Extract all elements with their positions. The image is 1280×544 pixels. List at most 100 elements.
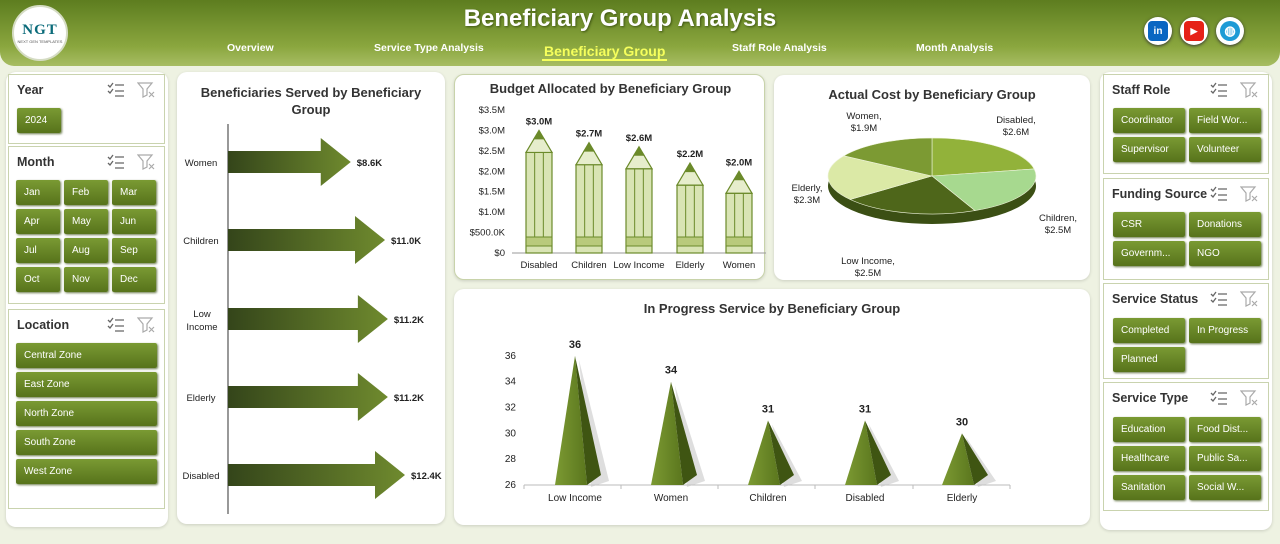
- year-slicer: Year 2024: [8, 74, 165, 144]
- pencil-bar-disabled: [524, 129, 554, 254]
- website-button[interactable]: ◍: [1216, 17, 1244, 45]
- clear-filter-icon[interactable]: [1240, 291, 1258, 307]
- month-item-sep[interactable]: Sep: [112, 238, 156, 263]
- multi-select-icon[interactable]: [1210, 82, 1228, 98]
- multi-select-icon[interactable]: [1210, 390, 1228, 406]
- location-item-west-zone[interactable]: West Zone: [16, 459, 157, 484]
- pencil-bar-women: [724, 170, 754, 254]
- month-item-nov[interactable]: Nov: [64, 267, 108, 292]
- category-label: Low: [193, 309, 211, 320]
- month-item-jun[interactable]: Jun: [112, 209, 156, 234]
- arrow-bar-low-income: [228, 295, 388, 343]
- service-type-item-food-distribution[interactable]: Food Dist...: [1189, 417, 1261, 442]
- arrow-bar-elderly: [228, 373, 388, 421]
- service-type-item-sanitation[interactable]: Sanitation: [1113, 475, 1185, 500]
- value-label: $12.4K: [411, 471, 442, 482]
- month-item-feb[interactable]: Feb: [64, 180, 108, 205]
- location-item-east-zone[interactable]: East Zone: [16, 372, 157, 397]
- month-item-aug[interactable]: Aug: [64, 238, 108, 263]
- linkedin-button[interactable]: in: [1144, 17, 1172, 45]
- status-item-in-progress[interactable]: In Progress: [1189, 318, 1261, 343]
- value-label: $3.0M: [526, 116, 552, 127]
- multi-select-icon[interactable]: [107, 154, 125, 170]
- category-label: Children: [571, 260, 606, 271]
- status-item-completed[interactable]: Completed: [1113, 318, 1185, 343]
- beneficiaries-served-panel: Beneficiaries Served by Beneficiary Grou…: [177, 72, 445, 524]
- month-item-jul[interactable]: Jul: [16, 238, 60, 263]
- pie-slice-low-income: [849, 175, 976, 215]
- pyramid-bar-low-income: [555, 355, 609, 487]
- category-label: Income: [186, 322, 217, 333]
- multi-select-icon[interactable]: [1210, 291, 1228, 307]
- clear-filter-icon[interactable]: [1240, 82, 1258, 98]
- value-label: $8.6K: [357, 158, 382, 169]
- category-label: Disabled: [521, 260, 558, 271]
- arrow-bar-women: [228, 138, 351, 186]
- funding-item-government[interactable]: Governm...: [1113, 241, 1185, 266]
- pie-slice-disabled: [931, 137, 1035, 177]
- pie-label: $1.9M: [851, 123, 877, 134]
- staff-role-item-supervisor[interactable]: Supervisor: [1113, 137, 1185, 162]
- in-progress-chart: 26 28 30 32 34 36 36 Low Income 34 Women 31 Childre…: [505, 339, 1011, 504]
- location-slicer: Location Central Zone East Zone North Zo…: [8, 309, 165, 509]
- service-type-item-healthcare[interactable]: Healthcare: [1113, 446, 1185, 471]
- month-slicer: Month Jan Feb Mar Apr May Jun Jul Aug Se…: [8, 146, 165, 304]
- pie-slice-elderly: [827, 155, 933, 200]
- tab-month-analysis[interactable]: Month Analysis: [916, 42, 994, 54]
- category-label: Children: [183, 236, 218, 247]
- service-status-slicer-title: Service Status: [1112, 292, 1199, 306]
- clear-filter-icon[interactable]: [1240, 390, 1258, 406]
- location-item-central-zone[interactable]: Central Zone: [16, 343, 157, 368]
- month-item-jan[interactable]: Jan: [16, 180, 60, 205]
- pie-slice-women: [843, 137, 933, 177]
- location-item-south-zone[interactable]: South Zone: [16, 430, 157, 455]
- month-item-dec[interactable]: Dec: [112, 267, 156, 292]
- tab-beneficiary-group[interactable]: Beneficiary Group: [542, 43, 668, 61]
- service-type-item-public-safety[interactable]: Public Sa...: [1189, 446, 1261, 471]
- tab-overview[interactable]: Overview: [227, 42, 274, 54]
- multi-select-icon[interactable]: [1210, 186, 1228, 202]
- funding-item-ngo[interactable]: NGO: [1189, 241, 1261, 266]
- service-status-slicer: Service Status Completed In Progress Pla…: [1103, 283, 1269, 379]
- clear-filter-icon[interactable]: [137, 154, 155, 170]
- location-item-north-zone[interactable]: North Zone: [16, 401, 157, 426]
- staff-role-item-volunteer[interactable]: Volunteer: [1189, 137, 1261, 162]
- clear-filter-icon[interactable]: [137, 82, 155, 98]
- funding-item-csr[interactable]: CSR: [1113, 212, 1185, 237]
- clear-filter-icon[interactable]: [1240, 186, 1258, 202]
- category-label: Women: [185, 158, 218, 169]
- status-item-planned[interactable]: Planned: [1113, 347, 1185, 372]
- category-label: Elderly: [947, 493, 978, 504]
- tab-staff-role-analysis[interactable]: Staff Role Analysis: [732, 42, 827, 54]
- month-slicer-title: Month: [17, 155, 55, 169]
- service-type-item-social-welfare[interactable]: Social W...: [1189, 475, 1261, 500]
- month-item-oct[interactable]: Oct: [16, 267, 60, 292]
- pyramid-bar-children: [748, 420, 802, 487]
- staff-role-slicer: Staff Role Coordinator Field Wor... Supe…: [1103, 74, 1269, 174]
- year-item-2024[interactable]: 2024: [17, 108, 61, 133]
- staff-role-item-coordinator[interactable]: Coordinator: [1113, 108, 1185, 133]
- service-type-item-education[interactable]: Education: [1113, 417, 1185, 442]
- logo-text: NGT: [22, 22, 58, 38]
- youtube-button[interactable]: ▶: [1180, 17, 1208, 45]
- pie-label: $2.5M: [1045, 225, 1071, 236]
- month-item-may[interactable]: May: [64, 209, 108, 234]
- y-tick-label: 26: [505, 480, 517, 491]
- pyramid-bar-disabled: [845, 420, 899, 487]
- multi-select-icon[interactable]: [107, 317, 125, 333]
- clear-filter-icon[interactable]: [137, 317, 155, 333]
- y-tick-label: 30: [505, 428, 517, 439]
- multi-select-icon[interactable]: [107, 82, 125, 98]
- value-label: $2.2M: [677, 149, 703, 160]
- budget-allocated-panel: Budget Allocated by Beneficiary Group $0…: [454, 74, 766, 280]
- value-label: $2.6M: [626, 133, 652, 144]
- tab-service-type-analysis[interactable]: Service Type Analysis: [374, 42, 484, 54]
- y-tick-label: $2.5M: [479, 146, 505, 157]
- staff-role-slicer-title: Staff Role: [1112, 83, 1171, 97]
- service-type-slicer: Service Type Education Food Dist... Heal…: [1103, 382, 1269, 511]
- month-item-mar[interactable]: Mar: [112, 180, 156, 205]
- funding-item-donations[interactable]: Donations: [1189, 212, 1261, 237]
- staff-role-item-field-worker[interactable]: Field Wor...: [1189, 108, 1261, 133]
- month-item-apr[interactable]: Apr: [16, 209, 60, 234]
